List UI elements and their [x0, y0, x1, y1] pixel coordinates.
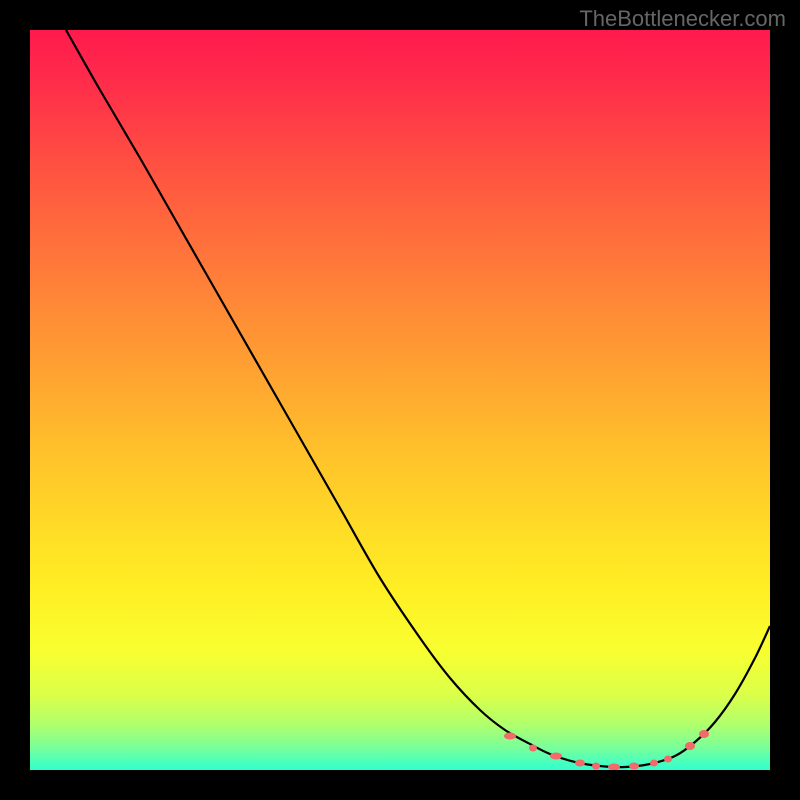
curve-marker: [629, 763, 639, 770]
curve-marker: [685, 742, 695, 750]
gradient-rect: [30, 30, 770, 770]
curve-marker: [575, 760, 585, 767]
curve-marker: [664, 756, 672, 763]
watermark-text: TheBottlenecker.com: [579, 6, 786, 32]
curve-marker: [592, 763, 600, 770]
curve-marker: [550, 753, 562, 760]
curve-marker: [650, 760, 658, 767]
curve-marker: [699, 730, 709, 738]
curve-marker: [504, 733, 516, 740]
chart-svg: [30, 30, 770, 770]
chart-plot-area: [30, 30, 770, 770]
curve-marker: [529, 745, 537, 752]
